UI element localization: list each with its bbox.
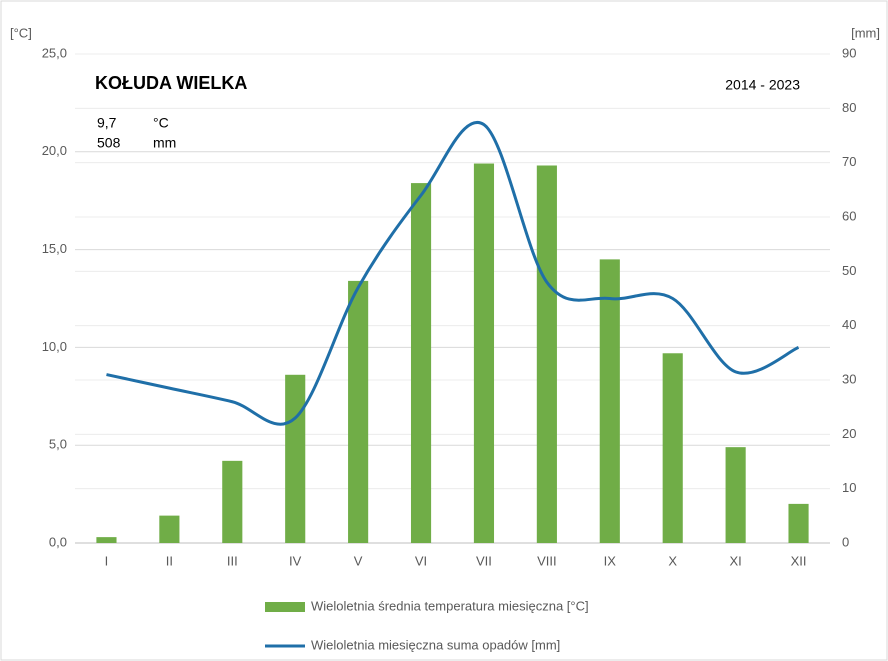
y2-tick-label: 40 (842, 317, 856, 332)
y-tick-label: 25,0 (42, 45, 67, 60)
legend-label: Wieloletnia średnia temperatura miesięcz… (311, 598, 589, 613)
bar (159, 515, 180, 543)
legend-swatch (265, 602, 305, 612)
x-tick-label: I (105, 553, 109, 568)
y2-tick-label: 70 (842, 154, 856, 169)
bar (473, 163, 495, 543)
y-tick-label: 0,0 (49, 534, 67, 549)
bar (725, 447, 746, 543)
chart-subtitle: 2014 - 2023 (725, 77, 800, 93)
bar (536, 165, 557, 543)
y2-axis-label: [mm] (851, 25, 880, 40)
y-axis-label: [°C] (10, 25, 32, 40)
x-tick-label: V (354, 553, 363, 568)
y2-tick-label: 30 (842, 371, 856, 386)
chart-title: KOŁUDA WIELKA (95, 73, 247, 93)
y2-tick-label: 50 (842, 263, 856, 278)
bar (662, 353, 683, 543)
y-tick-label: 5,0 (49, 437, 67, 452)
y2-tick-label: 90 (842, 45, 856, 60)
y2-tick-label: 10 (842, 480, 856, 495)
line (106, 120, 800, 426)
x-tick-label: VII (476, 553, 492, 568)
x-tick-label: IX (604, 553, 617, 568)
annotation: 508 (97, 135, 121, 151)
bar (599, 259, 620, 543)
y-tick-label: 10,0 (42, 339, 67, 354)
legend-label: Wieloletnia miesięczna suma opadów [mm] (311, 637, 560, 652)
x-tick-label: X (668, 553, 677, 568)
annotation: mm (153, 135, 176, 151)
y2-tick-label: 60 (842, 208, 856, 223)
x-tick-label: II (166, 553, 173, 568)
bar (348, 280, 369, 543)
annotation: 9,7 (97, 115, 117, 131)
x-tick-label: XI (729, 553, 741, 568)
bar (285, 374, 306, 543)
bar (410, 183, 432, 543)
x-tick-label: VI (415, 553, 427, 568)
x-tick-label: XII (791, 553, 807, 568)
y-tick-label: 20,0 (42, 143, 67, 158)
x-tick-label: III (227, 553, 238, 568)
y2-tick-label: 80 (842, 100, 856, 115)
x-tick-label: IV (289, 553, 302, 568)
bar (788, 503, 809, 543)
y2-tick-label: 0 (842, 534, 849, 549)
x-tick-label: VIII (537, 553, 557, 568)
bar (222, 460, 243, 543)
y-tick-label: 15,0 (42, 241, 67, 256)
annotation: °C (153, 115, 169, 131)
y2-tick-label: 20 (842, 426, 856, 441)
bar (96, 537, 117, 543)
